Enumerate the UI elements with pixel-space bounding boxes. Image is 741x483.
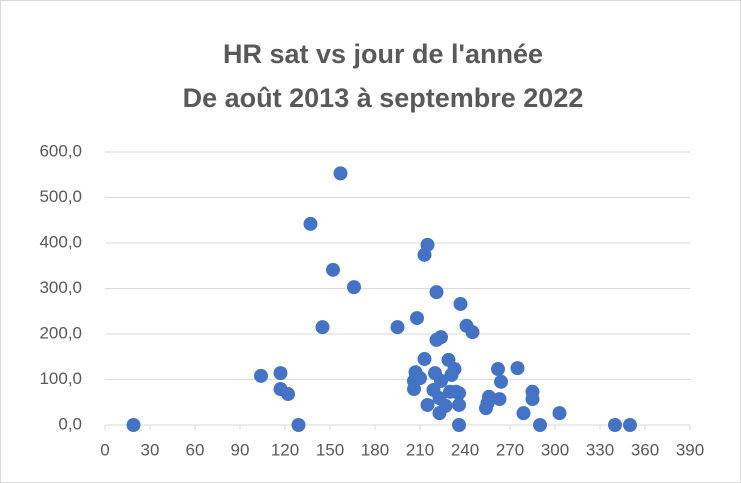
point: [410, 311, 424, 326]
x-tick-label: 0: [100, 440, 109, 459]
y-tick-label: 200,0: [39, 323, 82, 342]
point: [482, 389, 496, 404]
point: [492, 392, 507, 407]
x-tick-label: 330: [586, 440, 614, 459]
x-tick-label: 270: [496, 440, 524, 459]
point: [452, 418, 466, 432]
point: [420, 397, 435, 412]
point: [525, 392, 540, 407]
point: [453, 296, 468, 311]
point: [347, 280, 361, 295]
chart-subtitle: De août 2013 à septembre 2022: [183, 83, 584, 113]
point: [465, 325, 480, 340]
point: [126, 418, 141, 432]
point: [552, 406, 567, 421]
point: [608, 418, 622, 432]
point: [494, 374, 508, 389]
x-tick-label: 360: [631, 440, 659, 459]
point: [623, 418, 637, 432]
point: [516, 406, 531, 421]
point: [407, 382, 421, 397]
point: [273, 366, 288, 381]
y-tick-label: 100,0: [39, 369, 82, 388]
x-tick-label: 90: [231, 440, 250, 459]
point: [333, 166, 348, 181]
point: [429, 332, 444, 347]
chart-title: HR sat vs jour de l'année: [223, 39, 543, 69]
point: [291, 418, 306, 432]
x-tick-label: 210: [406, 440, 434, 459]
point: [326, 262, 340, 277]
point: [432, 406, 447, 421]
point: [315, 320, 330, 335]
x-tick-label: 390: [676, 440, 704, 459]
x-tick-label: 120: [271, 440, 299, 459]
point: [390, 320, 405, 335]
point: [417, 352, 432, 367]
x-tick-label: 300: [541, 440, 569, 459]
y-tick-label: 300,0: [39, 278, 82, 297]
point: [417, 247, 432, 262]
x-tick-label: 150: [316, 440, 344, 459]
y-tick-label: 600,0: [39, 141, 82, 160]
point: [281, 387, 295, 402]
y-tick-label: 400,0: [39, 232, 82, 251]
x-tick-label: 240: [451, 440, 479, 459]
point: [444, 367, 459, 382]
point: [533, 418, 547, 432]
point: [303, 216, 318, 231]
x-tick-label: 30: [141, 440, 160, 459]
point: [449, 384, 463, 399]
point: [429, 285, 444, 300]
point: [510, 361, 525, 376]
y-tick-label: 500,0: [39, 187, 82, 206]
point: [491, 362, 505, 377]
x-tick-label: 180: [361, 440, 389, 459]
point: [254, 368, 268, 383]
point: [426, 382, 441, 397]
point: [452, 397, 466, 412]
y-tick-label: 0,0: [58, 414, 82, 433]
x-tick-label: 60: [186, 440, 205, 459]
point: [479, 401, 493, 416]
